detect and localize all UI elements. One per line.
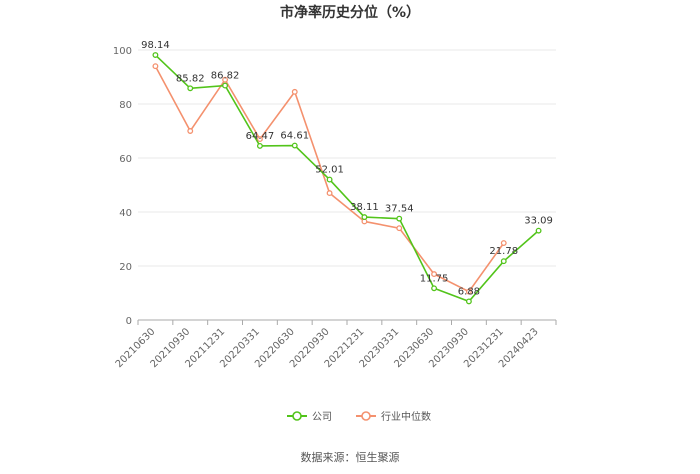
y-tick-label-4: 80 [119,100,132,111]
data-labels: 98.14 85.82 86.82 64.47 64.61 52.01 38.11 37.54… [141,40,553,297]
series-0-point-6 [361,214,368,221]
y-tick-label-0: 0 [126,316,132,327]
series-1-point-2 [222,76,229,83]
data-label-0-1: 85.82 [176,73,205,84]
source-note: 数据来源：恒生聚源 [301,450,400,464]
y-tick-label-5: 100 [113,46,132,57]
series-0-point-10 [500,258,507,265]
legend-marker-1 [361,411,371,421]
series-1-point-7 [396,225,403,232]
data-label-0-10: 21.78 [489,246,518,257]
series-1-point-10 [500,240,507,246]
series-1-point-5 [326,190,333,197]
legend-item-1[interactable]: 行业中位数 [356,410,431,423]
legend-item-0[interactable]: 公司 [287,411,332,423]
data-label-0-4: 64.61 [280,131,309,142]
series-0-point-8 [431,285,438,292]
series-0-point-3 [256,142,263,149]
series-0-point-5 [326,176,333,183]
x-axis: 2021063020210930202112312022033120220630… [114,319,557,370]
data-label-0-3: 64.47 [246,131,275,142]
data-label-0-6: 38.11 [350,202,379,213]
series-1-point-8 [431,271,438,278]
data-label-0-9: 6.88 [458,286,480,297]
series-1-point-3 [256,136,263,143]
series-0-point-11 [535,227,542,234]
data-label-0-11: 33.09 [524,216,553,227]
series-1-point-9 [465,288,472,295]
legend[interactable]: 公司 行业中位数 [287,410,431,423]
y-axis: 0 20 40 60 80 100 [113,46,132,327]
y-tick-label-2: 40 [119,208,132,219]
series-line-0 [154,54,540,303]
series-0-point-2 [222,82,229,89]
series-0-point-1 [187,85,194,92]
series-0-point-7 [396,215,403,222]
chart-title: 市净率历史分位（%） [280,4,420,21]
data-label-0-5: 52.01 [315,165,344,176]
y-tick-label-1: 20 [119,262,132,273]
data-label-0-8: 11.75 [420,273,449,284]
series-0-point-0 [152,52,159,58]
series-1-point-0 [152,63,159,70]
series-0-point-9 [465,298,472,305]
legend-label-1: 行业中位数 [381,410,431,423]
legend-marker-0 [292,411,302,421]
series-1-point-4 [291,88,298,95]
y-tick-label-3: 60 [119,154,132,165]
data-label-0-2: 86.82 [211,71,240,82]
legend-label-0: 公司 [312,412,332,423]
data-label-0-0: 98.14 [141,40,170,51]
series-0-point-4 [291,142,298,149]
data-label-0-7: 37.54 [385,204,414,215]
series-layer [152,52,542,305]
series-1-point-1 [187,128,194,134]
